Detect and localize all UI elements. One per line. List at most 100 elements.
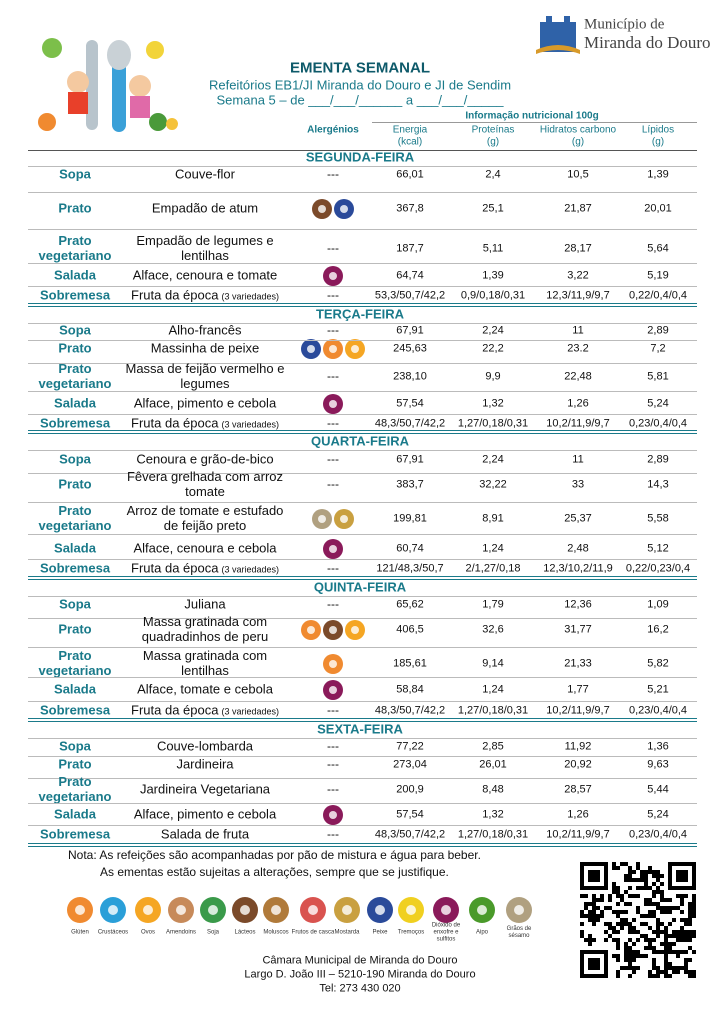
qr-module	[620, 922, 624, 926]
dish: Salada de fruta	[120, 827, 290, 843]
legend-label: Crustáceos	[97, 929, 129, 936]
legend-icon-mark	[208, 905, 218, 915]
qr-module	[596, 918, 600, 922]
qr-module	[616, 910, 620, 914]
rule	[28, 596, 697, 597]
day-name: SEGUNDA-FEIRA	[305, 149, 415, 165]
dish-name: Massa gratinada com lentilhas	[142, 648, 268, 678]
course: Prato vegetariano	[38, 233, 112, 263]
qr-module	[636, 938, 640, 942]
nutrition-value: 2,24	[482, 453, 504, 466]
rule	[28, 450, 697, 451]
nutrition-value: 48,3/50,7/42,2	[374, 417, 446, 430]
legend-label: Aipo	[475, 929, 488, 936]
qr-module	[648, 926, 652, 930]
nutrition-value: 1,39	[647, 168, 669, 181]
nutrition-value: 20,01	[644, 202, 672, 215]
legend-label: Amendoins	[165, 929, 197, 936]
qr-module	[668, 974, 672, 978]
allergen-icon-mark	[329, 272, 337, 280]
nutrition-value: 1,27/0,18/0,31	[457, 828, 529, 841]
qr-module	[652, 938, 656, 942]
rule	[28, 701, 697, 702]
qr-module	[688, 922, 692, 926]
nutrition-value: 48,3/50,7/42,2	[374, 828, 446, 841]
day-name: QUARTA-FEIRA	[311, 433, 409, 449]
dish: Empadão de atum	[120, 201, 290, 217]
dish: Arroz de tomate e estufado de feijão pre…	[120, 503, 290, 534]
legend-label: Soja	[206, 929, 219, 936]
nutrition-value: 66,01	[396, 168, 424, 181]
qr-module	[688, 918, 692, 922]
qr-module	[652, 950, 656, 954]
qr-module	[620, 894, 624, 898]
qr-module	[692, 898, 696, 902]
qr-module	[612, 862, 616, 866]
qr-module	[656, 922, 660, 926]
qr-module	[668, 942, 672, 946]
qr-module	[648, 870, 652, 874]
nutrition-value: 67,91	[396, 453, 424, 466]
legend-icon-mark	[441, 905, 451, 915]
qr-module	[656, 918, 660, 922]
day-name: SEXTA-FEIRA	[317, 721, 403, 737]
qr-module	[592, 918, 596, 922]
qr-module	[684, 918, 688, 922]
qr-module	[656, 906, 660, 910]
qr-module	[676, 934, 680, 938]
qr-module	[628, 866, 632, 870]
allergen-icon-mark	[307, 345, 315, 353]
qr-module	[636, 878, 640, 882]
nutrition-value: 10,2/11,9/9,7	[546, 704, 610, 717]
nutrition-value: 5,82	[647, 657, 669, 670]
qr-module	[592, 938, 596, 942]
nutrition-value: 9,14	[482, 657, 504, 670]
legend-icon-mark	[240, 905, 250, 915]
qr-module	[692, 974, 696, 978]
allergens: ---	[327, 452, 339, 467]
qr-module	[684, 894, 688, 898]
rule	[28, 677, 697, 678]
nutrition-value: 0,22/0,4/0,4	[628, 289, 688, 302]
dish-note: (3 variedades)	[221, 419, 279, 430]
dish: Couve-lombarda	[120, 739, 290, 755]
qr-module	[620, 898, 624, 902]
qr-module	[616, 974, 620, 978]
qr-module	[580, 934, 584, 938]
qr-module	[668, 946, 672, 950]
allergen-icon-mark	[318, 515, 326, 523]
dish: Alface, pimento e cebola	[120, 396, 290, 412]
dish-name: Alface, tomate e cebola	[137, 681, 273, 697]
qr-module	[692, 906, 696, 910]
dish-name: Couve-flor	[175, 166, 235, 182]
dish-name: Jardineira Vegetariana	[139, 781, 271, 797]
dish: Alho-francês	[120, 323, 290, 339]
qr-module	[624, 878, 628, 882]
rule	[28, 430, 697, 431]
qr-module	[688, 906, 692, 910]
qr-module	[668, 906, 672, 910]
qr-module	[688, 930, 692, 934]
nutrition-value: 121/48,3/50,7	[376, 562, 444, 575]
qr-module	[692, 902, 696, 906]
nutrition-value: 20,92	[564, 758, 592, 771]
nutrition-value: 77,22	[396, 740, 424, 753]
qr-module	[648, 910, 652, 914]
qr-module	[692, 950, 696, 954]
qr-module	[644, 934, 648, 938]
nutrition-value: 67,91	[396, 324, 424, 337]
allergens: ---	[327, 167, 339, 182]
dish-name: Arroz de tomate e estufado de feijão pre…	[126, 503, 284, 533]
rule	[28, 576, 697, 577]
dish: Alface, cenoura e cebola	[120, 541, 290, 557]
qr-module	[680, 894, 684, 898]
nutrition-value: 64,74	[396, 269, 424, 282]
allergens: ---	[327, 323, 339, 338]
column-name: Lípidos	[641, 124, 675, 136]
nutrition-value: 0,23/0,4/0,4	[628, 417, 688, 430]
qr-module	[660, 874, 664, 878]
qr-finder	[676, 870, 688, 882]
nutrition-value: 0,23/0,4/0,4	[628, 828, 688, 841]
nutrition-value: 58,84	[396, 683, 424, 696]
qr-module	[668, 934, 672, 938]
